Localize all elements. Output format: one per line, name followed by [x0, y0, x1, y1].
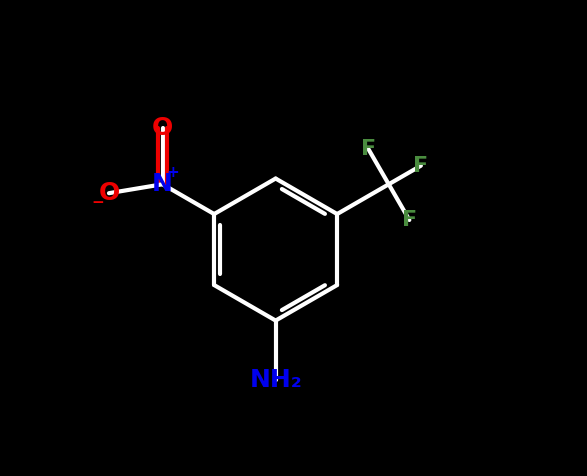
Text: +: + — [166, 165, 179, 180]
Text: O: O — [152, 116, 173, 139]
Text: F: F — [360, 139, 376, 159]
Text: O: O — [99, 181, 120, 205]
Text: N: N — [152, 172, 173, 196]
Text: −: − — [91, 195, 104, 210]
Text: F: F — [402, 210, 417, 230]
Text: F: F — [413, 156, 429, 176]
Text: NH₂: NH₂ — [249, 368, 302, 392]
